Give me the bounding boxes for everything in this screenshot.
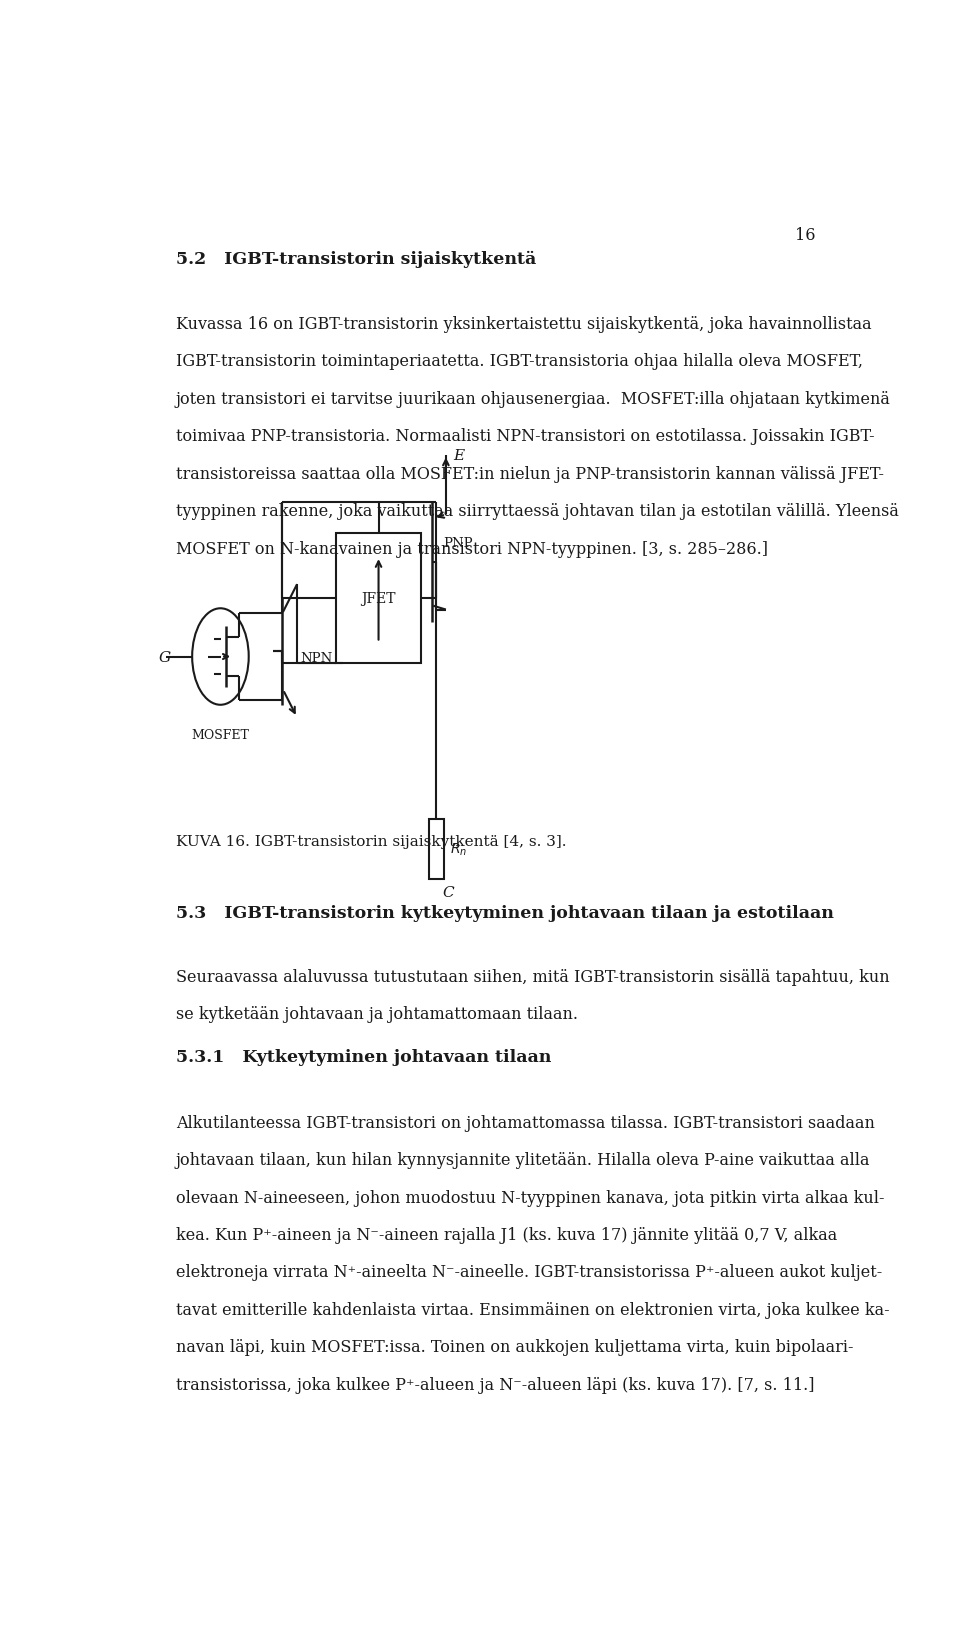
Text: $R_n$: $R_n$ (449, 840, 467, 857)
Text: Kuvassa 16 on IGBT-transistorin yksinkertaistettu sijaiskytkentä, joka havainnol: Kuvassa 16 on IGBT-transistorin yksinker… (176, 316, 872, 333)
Text: elektroneja virrata N⁺-aineelta N⁻-aineelle. IGBT-transistorissa P⁺-alueen aukot: elektroneja virrata N⁺-aineelta N⁻-ainee… (176, 1264, 882, 1280)
Text: johtavaan tilaan, kun hilan kynnysjannite ylitetään. Hilalla oleva P-aine vaikut: johtavaan tilaan, kun hilan kynnysjannit… (176, 1152, 871, 1168)
Text: se kytketään johtavaan ja johtamattomaan tilaan.: se kytketään johtavaan ja johtamattomaan… (176, 1005, 578, 1022)
Text: toimivaa PNP-transistoria. Normaalisti NPN-transistori on estotilassa. Joissakin: toimivaa PNP-transistoria. Normaalisti N… (176, 428, 875, 445)
Text: joten transistori ei tarvitse juurikaan ohjausenergiaa.  MOSFET:illa ohjataan ky: joten transistori ei tarvitse juurikaan … (176, 391, 891, 407)
Text: PNP: PNP (444, 537, 473, 550)
Text: transistorissa, joka kulkee P⁺-alueen ja N⁻-alueen läpi (ks. kuva 17). [7, s. 11: transistorissa, joka kulkee P⁺-alueen ja… (176, 1376, 814, 1393)
Text: MOSFET: MOSFET (191, 728, 250, 742)
Text: NPN: NPN (300, 651, 333, 664)
Text: IGBT-transistorin toimintaperiaatetta. IGBT-transistoria ohjaa hilalla oleva MOS: IGBT-transistorin toimintaperiaatetta. I… (176, 353, 863, 371)
Text: Seuraavassa alaluvussa tutustutaan siihen, mitä IGBT-transistorin sisällä tapaht: Seuraavassa alaluvussa tutustutaan siihe… (176, 967, 889, 986)
Text: 16: 16 (795, 227, 816, 244)
Text: transistoreissa saattaa olla MOSFET:in nielun ja PNP-transistorin kannan välissä: transistoreissa saattaa olla MOSFET:in n… (176, 465, 884, 483)
Text: 5.3   IGBT-transistorin kytkeytyminen johtavaan tilaan ja estotilaan: 5.3 IGBT-transistorin kytkeytyminen joht… (176, 905, 833, 921)
Text: JFET: JFET (361, 592, 396, 606)
Text: tavat emitterille kahdenlaista virtaa. Ensimmäinen on elektronien virta, joka ku: tavat emitterille kahdenlaista virtaa. E… (176, 1302, 889, 1318)
Text: C: C (443, 885, 454, 900)
Text: navan läpi, kuin MOSFET:issa. Toinen on aukkojen kuljettama virta, kuin bipolaar: navan läpi, kuin MOSFET:issa. Toinen on … (176, 1338, 853, 1356)
Text: E: E (453, 448, 465, 463)
Bar (429, 819, 444, 878)
Text: olevaan N-aineeseen, johon muodostuu N-tyyppinen kanava, jota pitkin virta alkaa: olevaan N-aineeseen, johon muodostuu N-t… (176, 1188, 884, 1206)
Text: 5.2   IGBT-transistorin sijaiskytkentä: 5.2 IGBT-transistorin sijaiskytkentä (176, 250, 536, 269)
Text: kea. Kun P⁺-aineen ja N⁻-aineen rajalla J1 (ks. kuva 17) jännite ylitää 0,7 V, a: kea. Kun P⁺-aineen ja N⁻-aineen rajalla … (176, 1226, 837, 1243)
Text: MOSFET on N-kanavainen ja transistori NPN-tyyppinen. [3, s. 285–286.]: MOSFET on N-kanavainen ja transistori NP… (176, 541, 768, 557)
Text: 5.3.1   Kytkeytyminen johtavaan tilaan: 5.3.1 Kytkeytyminen johtavaan tilaan (176, 1048, 551, 1065)
Text: tyyppinen rakenne, joka vaikuttaa siirryttaessä johtavan tilan ja estotilan väli: tyyppinen rakenne, joka vaikuttaa siirry… (176, 503, 899, 519)
Text: G: G (158, 649, 171, 664)
Text: KUVA 16. IGBT-transistorin sijaiskytkentä [4, s. 3].: KUVA 16. IGBT-transistorin sijaiskytkent… (176, 836, 566, 849)
Bar (336, 534, 421, 664)
Text: Alkutilanteessa IGBT-transistori on johtamattomassa tilassa. IGBT-transistori sa: Alkutilanteessa IGBT-transistori on joht… (176, 1114, 875, 1131)
